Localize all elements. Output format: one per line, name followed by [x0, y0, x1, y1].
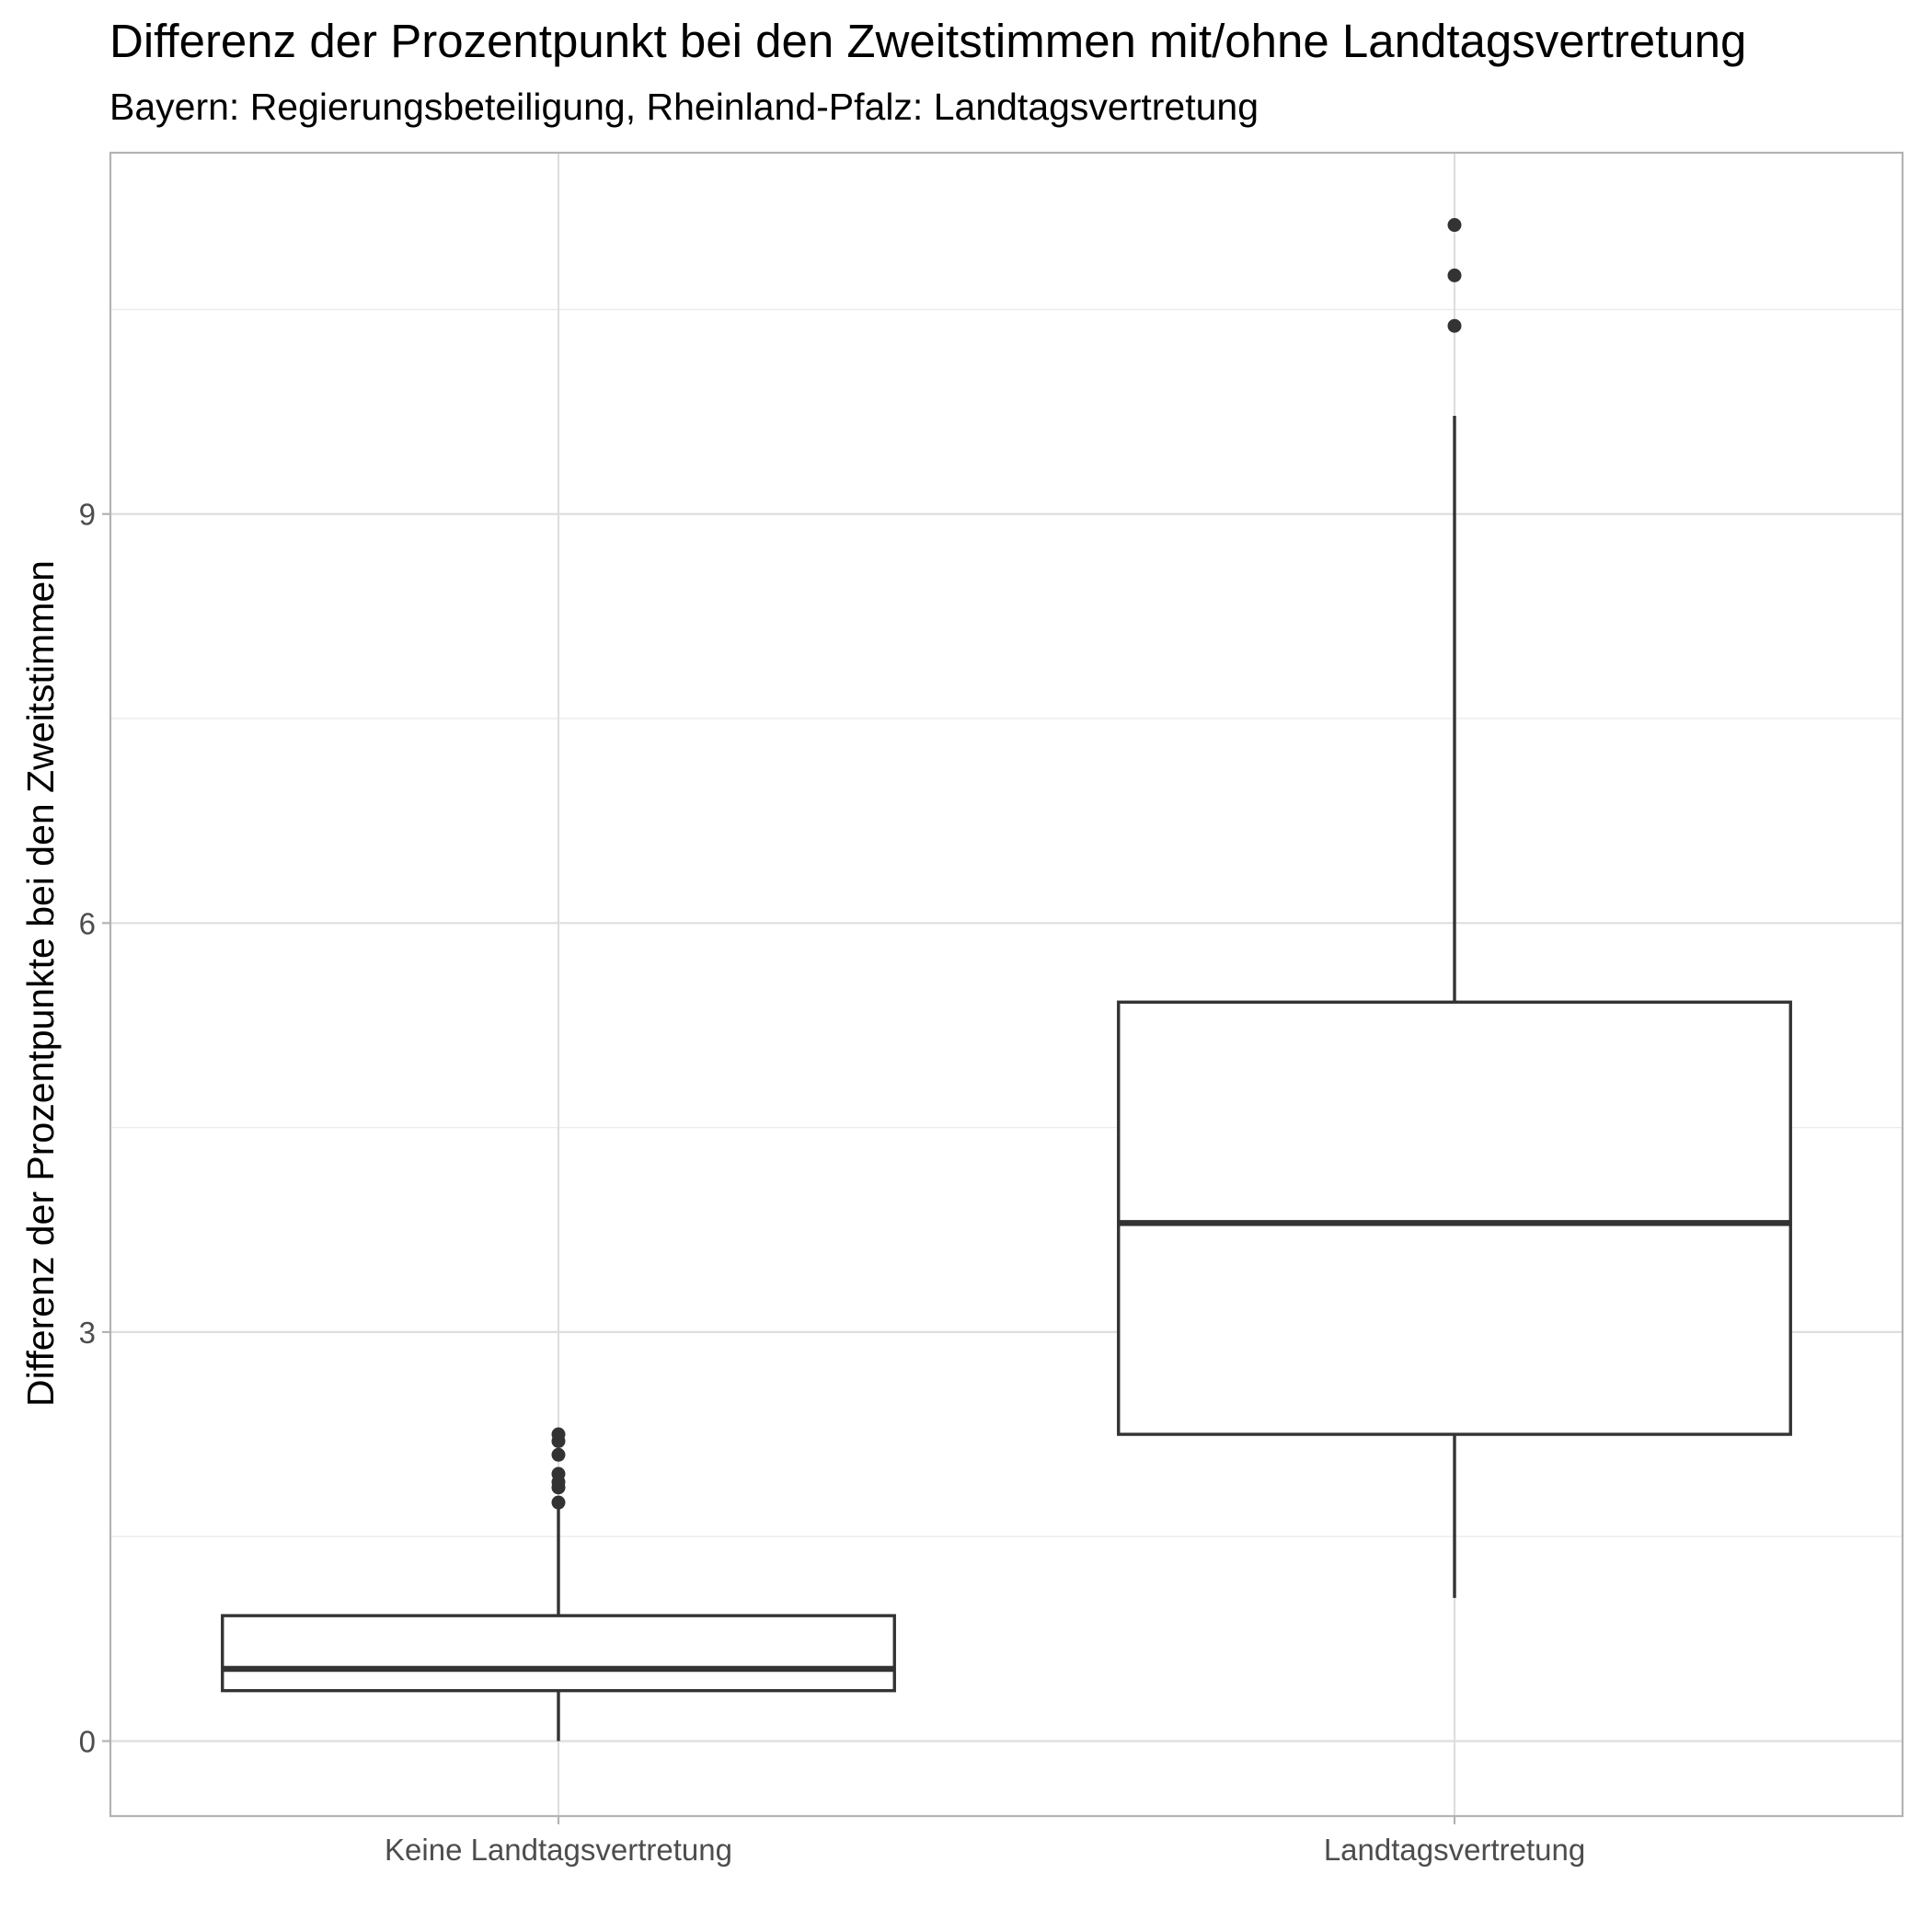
y-tick-label: 3	[79, 1316, 96, 1350]
chart-subtitle: Bayern: Regierungsbeteiligung, Rheinland…	[109, 86, 1259, 128]
box-iqr	[1117, 1000, 1792, 1436]
outlier-point	[551, 1447, 566, 1462]
x-tick-label: Keine Landtagsvertretung	[385, 1833, 732, 1867]
outlier-point	[1447, 318, 1462, 333]
box-iqr	[221, 1614, 896, 1693]
outlier-point	[551, 1427, 566, 1442]
chart-title: Differenz der Prozentpunkt bei den Zweit…	[109, 15, 1746, 67]
outlier-point	[1447, 218, 1462, 233]
plot-border	[109, 151, 1904, 1818]
x-tick-label: Landtagsvertretung	[1324, 1833, 1585, 1867]
outlier-point	[551, 1495, 566, 1510]
y-tick-label: 6	[79, 906, 96, 940]
plot-background	[110, 153, 1903, 1816]
outlier-point	[1447, 268, 1462, 282]
y-axis-label: Differenz der Prozentpunkte bei den Zwei…	[19, 560, 62, 1407]
y-tick-label: 9	[79, 498, 96, 532]
plot-area: 0 3 6 9 Keine Landtagsvertretung Landtagsvert…	[79, 151, 1904, 1867]
outlier-point	[551, 1466, 566, 1481]
y-tick-label: 0	[79, 1724, 96, 1758]
